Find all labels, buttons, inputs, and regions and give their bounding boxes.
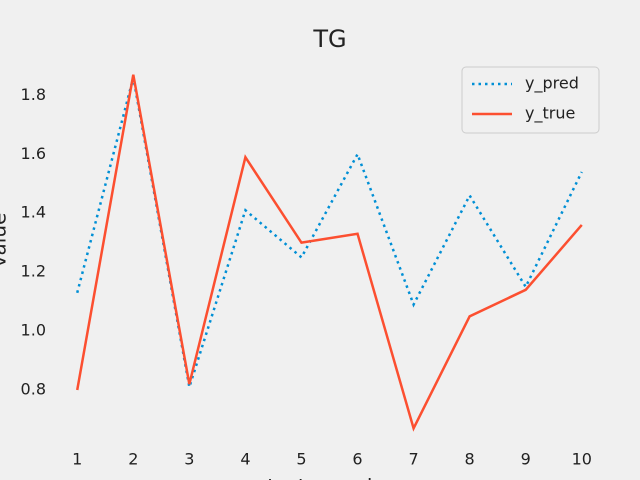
x-tick-label: 1 (72, 450, 82, 469)
x-axis-label: test sample (267, 475, 384, 480)
y-tick-label: 1.2 (21, 262, 46, 281)
legend-label: y_true (525, 104, 575, 124)
x-tick-label: 2 (128, 450, 138, 469)
y-tick-label: 1.6 (21, 144, 46, 163)
x-tick-label: 4 (240, 450, 250, 469)
x-tick-label: 5 (296, 450, 306, 469)
y-tick-label: 1.8 (21, 85, 46, 104)
x-tick-label: 7 (408, 450, 418, 469)
y-axis-label: value (0, 213, 11, 268)
y-tick-label: 1.4 (21, 203, 46, 222)
line-series (75, 74, 583, 432)
chart-title: TG (312, 25, 346, 53)
x-tick-label: 8 (465, 450, 475, 469)
x-tick-label: 6 (352, 450, 362, 469)
line-series (76, 77, 583, 388)
legend-box (461, 66, 600, 134)
x-tick-label: 10 (572, 450, 592, 469)
x-tick-label: 3 (184, 450, 194, 469)
x-tick-label: 9 (521, 450, 531, 469)
legend-label: y_pred (525, 74, 579, 94)
y-tick-label: 1.0 (21, 321, 46, 340)
y-tick-label: 0.8 (21, 380, 46, 399)
